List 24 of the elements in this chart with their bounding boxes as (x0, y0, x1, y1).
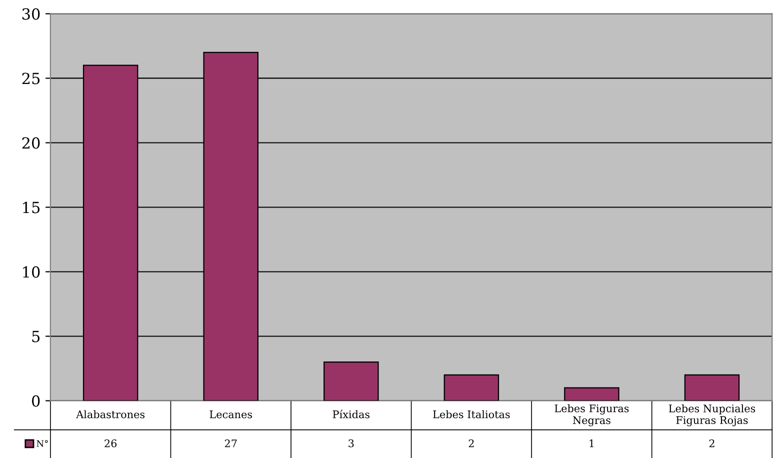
bar (444, 374, 500, 401)
x-tick-label: Lecanes (210, 410, 252, 418)
data-label: 27 (224, 439, 237, 448)
data-label: 2 (709, 439, 714, 448)
x-tick-label: Alabastrones (76, 410, 145, 418)
data-label: 1 (590, 439, 594, 448)
bar (324, 361, 379, 401)
bar (684, 374, 740, 401)
data-label: 2 (468, 439, 474, 448)
bar (564, 387, 620, 401)
x-tick-label: Lebes Italiotas (433, 410, 510, 418)
x-tick-label: Píxidas (332, 410, 370, 418)
y-tick-label: 10 (23, 266, 40, 278)
y-tick-label: 25 (22, 72, 40, 84)
y-tick-label: 30 (22, 8, 40, 20)
y-tick-label: 5 (32, 330, 40, 342)
x-tick-label: Lebes Figuras Negras (554, 404, 629, 426)
data-label: 3 (348, 439, 354, 448)
y-tick-label: 15 (23, 202, 40, 214)
y-tick-label: 0 (32, 395, 40, 407)
data-label: 26 (104, 439, 117, 448)
y-tick-label: 20 (22, 137, 40, 149)
x-tick-label: Lebes Nupciales Figuras Rojas (668, 404, 756, 426)
legend-label: N° (36, 440, 48, 447)
